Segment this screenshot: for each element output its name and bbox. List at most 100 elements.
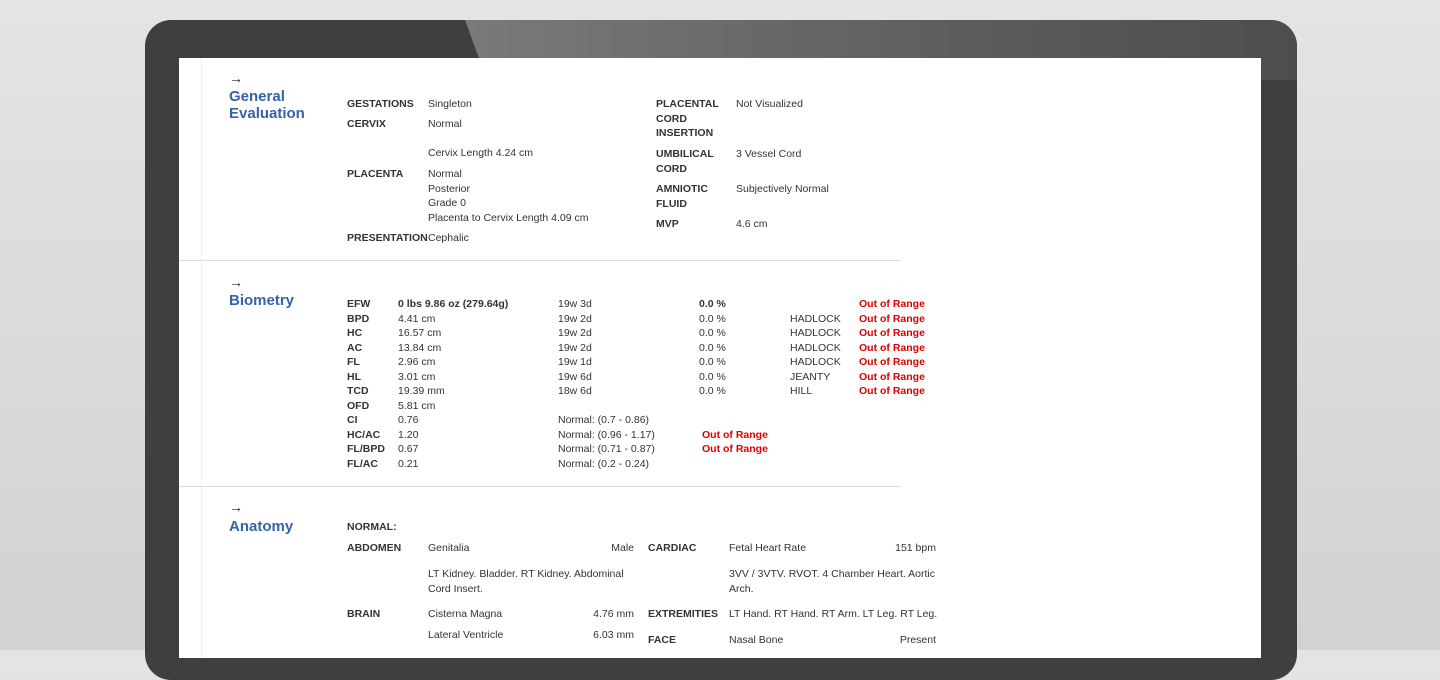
method: HILL [790, 385, 813, 397]
normal-range: Normal: (0.7 - 0.86) [558, 414, 650, 426]
ratio-value: 1.20 [398, 428, 419, 441]
organ-label: BRAIN [347, 608, 381, 620]
measure-label: OFD [347, 399, 370, 412]
field-label: PLACENTA [347, 168, 404, 180]
field-label: UMBILICAL CORD [656, 148, 714, 175]
percentile: 0.0 % [699, 312, 726, 325]
gestational-age: 18w 6d [558, 385, 592, 397]
item-list: LT Hand. RT Hand. RT Arm. LT Leg. RT Leg… [729, 608, 938, 620]
arrow-right-icon: → [229, 499, 243, 515]
ratio-label: FL/BPD [347, 443, 385, 455]
measure-value: 3.01 cm [398, 370, 436, 383]
organ-label: ABDOMEN [347, 542, 402, 554]
status-out-of-range: Out of Range [859, 341, 925, 354]
item-name: Nasal Bone [729, 634, 784, 646]
section-title-anatomy: Anatomy [229, 518, 294, 535]
method: HADLOCK [790, 327, 841, 339]
normal-range: Normal: (0.96 - 1.17) [558, 428, 655, 441]
divider [179, 260, 901, 261]
field-label: PLACENTAL CORD INSERTION [656, 98, 719, 139]
item-name: Lateral Ventricle [428, 629, 504, 641]
organ-label: CARDIAC [648, 542, 697, 554]
arrow-right-icon: → [229, 274, 243, 290]
field-label: MVP [656, 218, 679, 230]
status-out-of-range: Out of Range [702, 443, 768, 455]
field-value: Normal [428, 168, 462, 180]
percentile: 0.0 % [699, 385, 726, 397]
measure-value: 0 lbs 9.86 oz (279.64g) [398, 298, 509, 310]
measure-value: 5.81 cm [398, 399, 436, 412]
method: JEANTY [790, 370, 831, 383]
item-name: Fetal Heart Rate [729, 542, 807, 554]
ratio-value: 0.21 [398, 457, 419, 470]
arrow-right-icon: → [229, 70, 243, 86]
method: HADLOCK [790, 312, 841, 325]
gestational-age: 19w 2d [558, 327, 592, 339]
percentile: 0.0 % [699, 341, 726, 354]
organ-label: FACE [648, 634, 677, 646]
field-value: Subjectively Normal [736, 183, 829, 195]
field-label: GESTATIONS [347, 98, 414, 110]
percentile: 0.0 % [699, 370, 726, 383]
item-list: 3VV / 3VTV. RVOT. 4 Chamber Heart. Aorti… [729, 568, 936, 595]
normal-range: Normal: (0.2 - 0.24) [558, 457, 650, 470]
percentile: 0.0 % [699, 298, 726, 310]
organ-label: EXTREMITIES [648, 608, 719, 620]
field-value: Singleton [428, 98, 472, 110]
ratio-value: 0.67 [398, 443, 419, 455]
status-out-of-range: Out of Range [859, 356, 925, 368]
item-value: 4.76 mm [593, 608, 634, 620]
status-out-of-range: Out of Range [859, 312, 925, 325]
measure-value: 13.84 cm [398, 341, 442, 354]
field-value: Cervix Length 4.24 cm [428, 147, 534, 159]
field-value: Grade 0 [428, 197, 466, 209]
status-out-of-range: Out of Range [859, 370, 925, 383]
status-out-of-range: Out of Range [859, 327, 925, 339]
measure-label: HL [347, 370, 361, 383]
measure-label: BPD [347, 312, 370, 325]
status-out-of-range: Out of Range [859, 385, 925, 397]
report-screen: → General Evaluation GESTATIONS Singleton CE… [179, 58, 1261, 658]
gestational-age: 19w 3d [558, 298, 592, 310]
ratio-label: CI [347, 414, 358, 426]
field-label: PRESENTATION [347, 232, 428, 244]
percentile: 0.0 % [699, 327, 726, 339]
ratio-label: FL/AC [347, 457, 378, 470]
field-value: Cephalic [428, 232, 469, 244]
item-name: Cisterna Magna [428, 608, 503, 620]
field-value: Not Visualized [736, 98, 803, 110]
gestational-age: 19w 2d [558, 341, 592, 354]
measure-label: HC [347, 327, 363, 339]
normal-label: NORMAL: [347, 521, 397, 533]
percentile: 0.0 % [699, 356, 726, 368]
field-value: Normal [428, 118, 462, 130]
item-value: Present [899, 634, 936, 646]
method: HADLOCK [790, 356, 841, 368]
gestational-age: 19w 6d [558, 370, 592, 383]
section-title-general: General Evaluation [229, 88, 305, 122]
measure-label: AC [347, 341, 363, 354]
section-title-biometry: Biometry [229, 292, 295, 309]
field-value: 4.6 cm [736, 218, 768, 230]
ratio-value: 0.76 [398, 414, 419, 426]
field-label: AMNIOTIC FLUID [656, 183, 708, 210]
item-value: 151 bpm [895, 542, 936, 554]
field-value: 3 Vessel Cord [736, 148, 802, 160]
measure-value: 2.96 cm [398, 356, 436, 368]
measure-label: FL [347, 356, 360, 368]
item-value: Male [611, 542, 634, 554]
field-value: Posterior [428, 182, 471, 195]
field-value: Placenta to Cervix Length 4.09 cm [428, 211, 589, 224]
measure-value: 4.41 cm [398, 312, 436, 325]
gestational-age: 19w 1d [558, 356, 592, 368]
item-value: 6.03 mm [593, 629, 634, 641]
method: HADLOCK [790, 341, 841, 354]
item-list: LT Kidney. Bladder. RT Kidney. Abdominal… [428, 568, 624, 595]
ratio-label: HC/AC [347, 428, 381, 441]
normal-range: Normal: (0.71 - 0.87) [558, 443, 655, 455]
left-border [201, 58, 202, 658]
status-out-of-range: Out of Range [859, 298, 925, 310]
field-label: CERVIX [347, 118, 386, 130]
measure-value: 19.39 mm [398, 385, 445, 397]
gestational-age: 19w 2d [558, 312, 592, 325]
